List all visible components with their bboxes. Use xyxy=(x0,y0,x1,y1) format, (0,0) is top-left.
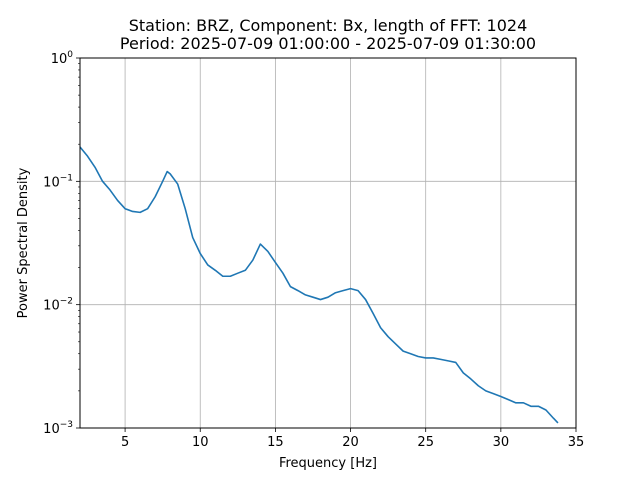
y-tick-label-exponent: −2 xyxy=(60,297,73,307)
x-tick-label: 30 xyxy=(493,435,510,450)
y-tick-label-base: 10 xyxy=(43,299,60,314)
y-tick-label-base: 10 xyxy=(51,52,68,67)
x-tick-label: 10 xyxy=(192,435,209,450)
y-tick-label-exponent: 0 xyxy=(67,50,73,60)
plot-frame xyxy=(79,57,577,429)
chart-title-line2: Period: 2025-07-09 01:00:00 - 2025-07-09… xyxy=(120,34,536,53)
y-tick-label: 10−2 xyxy=(43,297,73,314)
x-tick-label: 25 xyxy=(417,435,434,450)
y-tick-label-base: 10 xyxy=(43,175,60,190)
x-tick-label: 15 xyxy=(267,435,284,450)
y-axis-label: Power Spectral Density xyxy=(16,167,31,318)
psd-series-line xyxy=(79,146,559,424)
y-tick-label: 10−1 xyxy=(43,173,73,190)
y-tick-label: 100 xyxy=(51,50,74,67)
x-tick-label: 20 xyxy=(342,435,359,450)
y-tick-label-exponent: −1 xyxy=(60,173,73,183)
y-tick-label: 10−3 xyxy=(43,420,73,437)
x-tick-label: 5 xyxy=(121,435,129,450)
chart-title-line1: Station: BRZ, Component: Bx, length of F… xyxy=(129,16,528,35)
x-axis-label: Frequency [Hz] xyxy=(279,456,377,471)
series-group xyxy=(79,146,559,424)
y-tick-label-exponent: −3 xyxy=(60,420,73,430)
y-tick-label-base: 10 xyxy=(43,422,60,437)
x-tick-label: 35 xyxy=(568,435,585,450)
